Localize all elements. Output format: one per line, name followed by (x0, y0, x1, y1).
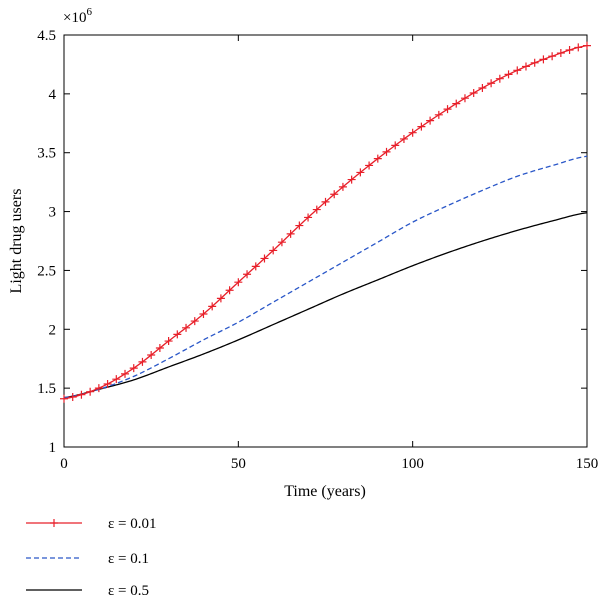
plus-marker (269, 246, 278, 255)
plus-marker (77, 390, 86, 399)
plus-marker (94, 384, 103, 393)
plus-marker (190, 317, 199, 326)
x-tick-label: 0 (60, 456, 68, 472)
plus-marker (347, 175, 356, 184)
plus-marker (147, 351, 156, 360)
plus-marker (495, 74, 504, 83)
plus-marker (539, 55, 548, 64)
plus-marker (556, 49, 565, 58)
plus-marker (373, 154, 382, 163)
plus-marker (103, 379, 112, 388)
plus-marker (138, 357, 147, 366)
y-tick-label: 1 (49, 440, 57, 456)
plus-marker (68, 393, 77, 402)
plus-marker (182, 323, 191, 332)
plus-marker (304, 213, 313, 222)
plus-marker (338, 182, 347, 191)
plus-marker (164, 337, 173, 346)
plus-marker (408, 128, 417, 137)
plus-marker (330, 190, 339, 199)
plus-marker (565, 46, 574, 55)
plus-marker (417, 122, 426, 131)
plus-marker (86, 387, 95, 396)
plus-marker (356, 168, 365, 177)
plus-marker (225, 286, 234, 295)
plus-marker (234, 278, 243, 287)
legend-label: ε = 0.1 (108, 551, 149, 567)
axes: 0 50 100 150 1 1.5 2 2.5 3 3.5 4 4.5 (37, 28, 598, 472)
plus-marker (452, 99, 461, 108)
plus-marker (208, 302, 217, 311)
plus-marker (391, 141, 400, 150)
series-line (63, 155, 588, 399)
legend-marker (50, 519, 58, 527)
plus-marker (60, 394, 68, 403)
plus-marker (478, 83, 487, 92)
plus-marker (112, 375, 121, 384)
y-tick-label: 4.5 (37, 28, 56, 44)
series-line (63, 212, 588, 399)
y-multiplier-label: ×106 (63, 6, 92, 26)
legend-label: ε = 0.5 (108, 583, 149, 599)
plus-marker (173, 330, 182, 339)
plus-marker (321, 197, 330, 206)
plus-marker (277, 238, 286, 247)
plus-marker (155, 343, 164, 352)
series-markers (60, 41, 591, 403)
plus-marker (399, 134, 408, 143)
x-tick-label: 150 (576, 456, 599, 472)
plus-marker (260, 254, 269, 263)
plus-marker (199, 309, 208, 318)
plus-marker (460, 94, 469, 103)
y-tick-label: 1.5 (37, 381, 56, 397)
plus-marker (312, 205, 321, 214)
plus-marker (487, 79, 496, 88)
plus-marker (521, 62, 530, 71)
y-tick-label: 3 (49, 205, 57, 221)
y-multiplier-exponent: 6 (86, 6, 92, 18)
plus-marker (243, 270, 252, 279)
plus-marker (513, 66, 522, 75)
plus-marker (251, 262, 260, 271)
plus-marker (504, 70, 513, 79)
plus-marker (286, 229, 295, 238)
x-tick-label: 100 (401, 456, 424, 472)
x-axis-title: Time (years) (284, 483, 366, 500)
y-multiplier-base: ×10 (63, 10, 86, 26)
plus-marker (365, 161, 374, 170)
plot-area (63, 34, 588, 448)
plus-marker (382, 147, 391, 156)
plus-marker (121, 369, 130, 378)
y-tick-label: 2.5 (37, 263, 56, 279)
legend: ε = 0.01 ε = 0.1 ε = 0.5 (26, 516, 157, 599)
plus-marker (530, 58, 539, 67)
plus-marker (583, 41, 591, 50)
y-tick-label: 4 (49, 87, 57, 103)
plus-marker (443, 105, 452, 114)
plus-marker (434, 110, 443, 119)
plus-marker (129, 364, 138, 373)
y-axis-title: Light drug users (8, 189, 25, 294)
plus-marker (426, 116, 435, 125)
plus-marker (295, 221, 304, 230)
y-tick-label: 2 (49, 322, 57, 338)
plus-marker (469, 88, 478, 97)
plot-lines (60, 41, 591, 403)
plus-marker (548, 52, 557, 61)
plus-marker (216, 294, 225, 303)
legend-label: ε = 0.01 (108, 516, 157, 532)
plus-marker (574, 43, 583, 52)
x-tick-label: 50 (231, 456, 246, 472)
y-tick-label: 3.5 (37, 146, 56, 162)
